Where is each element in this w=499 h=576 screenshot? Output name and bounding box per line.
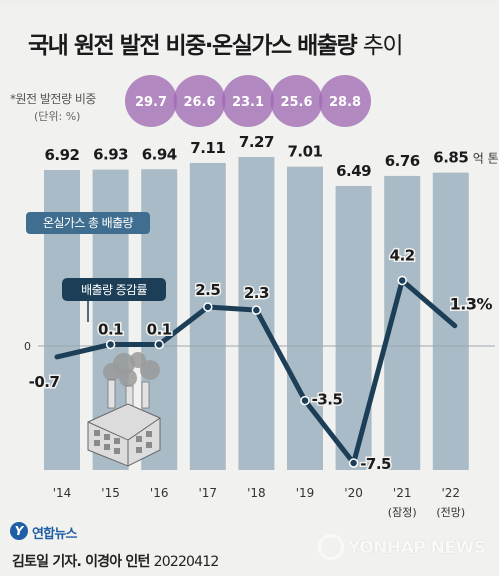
change-rate-point xyxy=(300,395,310,406)
x-tick-label: '18 xyxy=(247,486,266,500)
factory-window xyxy=(146,442,152,448)
line-legend-box xyxy=(62,278,166,301)
change-rate-label: 0.1 xyxy=(98,320,123,338)
emission-unit-label: 억 톤 xyxy=(473,152,499,166)
nuclear-share-value: 28.8 xyxy=(329,95,361,110)
change-rate-label: 0.1 xyxy=(147,320,172,338)
emission-value-label: 6.94 xyxy=(142,145,177,163)
smoke-puff xyxy=(140,360,160,380)
factory-window xyxy=(136,436,142,442)
nuclear-share-label: *원전 발전량 비중 xyxy=(10,92,96,106)
x-tick-label: '16 xyxy=(150,486,169,500)
factory-window xyxy=(114,438,120,444)
change-rate-label: 4.2 xyxy=(390,246,415,264)
factory-window xyxy=(136,447,142,453)
nuclear-share-circle xyxy=(319,75,371,127)
watermark-ring-icon xyxy=(318,534,344,560)
factory-window xyxy=(146,431,152,437)
emission-bar xyxy=(335,185,372,470)
top-strip xyxy=(0,0,499,6)
nuclear-share-value: 25.6 xyxy=(280,95,312,110)
change-rate-label: -0.7 xyxy=(29,373,60,391)
yonhap-logo-text: 연합뉴스 xyxy=(32,527,77,542)
x-tick-label: '17 xyxy=(199,486,218,500)
zero-tick-label: 0 xyxy=(24,340,31,353)
change-rate-label: -3.5 xyxy=(312,391,343,409)
nuclear-share-unit: (단위: %) xyxy=(34,110,81,123)
bar-legend-label: 온실가스 총 배출량 xyxy=(43,216,134,230)
change-rate-label: 1.3% xyxy=(450,295,493,314)
x-tick-label: '15 xyxy=(101,486,120,500)
nuclear-share-value: 26.6 xyxy=(183,95,215,110)
nuclear-share-circle xyxy=(222,75,274,127)
x-tick-label: '22 xyxy=(442,486,461,500)
credit-line: 김토일 기자. 이경아 인턴 20220412 xyxy=(12,551,220,571)
page-title: 국내 원전 발전 비중·온실가스 배출량 추이 xyxy=(28,26,404,60)
emission-value-label: 6.92 xyxy=(44,146,79,164)
x-tick-label: '19 xyxy=(296,486,315,500)
emission-value-label: 6.49 xyxy=(336,162,371,180)
nuclear-share-circle xyxy=(270,75,323,127)
factory-icon xyxy=(87,352,161,467)
credit-author: 김토일 기자. 이경아 인턴 xyxy=(12,554,150,570)
factory-window xyxy=(104,444,110,450)
nuclear-share-circle xyxy=(125,75,177,127)
x-tick-label: '21 xyxy=(393,486,412,500)
credit-date: 20220412 xyxy=(153,554,220,570)
change-rate-point xyxy=(251,305,262,315)
nuclear-share-value: 23.1 xyxy=(232,95,264,110)
title-main: 국내 원전 발전 비중·온실가스 배출량 xyxy=(28,33,358,59)
emission-value-label: 7.11 xyxy=(190,139,225,157)
change-rate-point xyxy=(203,302,213,312)
title-suffix: 추이 xyxy=(362,33,404,59)
factory-window xyxy=(104,434,110,440)
change-rate-label: 2.5 xyxy=(195,281,220,299)
smoke-puff xyxy=(119,369,137,387)
chimney xyxy=(141,381,150,409)
x-tick-note: (잠정) xyxy=(388,506,417,519)
change-rate-label: -7.5 xyxy=(360,455,391,473)
change-rate-label: 2.3 xyxy=(244,284,269,302)
factory-window xyxy=(114,448,120,454)
x-tick-note: (전망) xyxy=(436,506,465,519)
yonhap-logo-icon: Y xyxy=(10,522,28,540)
change-rate-point xyxy=(348,458,359,468)
factory-window xyxy=(94,440,100,446)
emission-value-label: 7.01 xyxy=(287,143,322,161)
watermark-text: YONHAP NEWS xyxy=(348,538,486,558)
change-rate-point xyxy=(397,275,407,286)
x-tick-label: '20 xyxy=(344,486,363,500)
nuclear-share-circle xyxy=(173,75,226,127)
chimney xyxy=(107,379,116,409)
line-legend-label: 배출량 증감률 xyxy=(81,283,147,297)
x-tick-label: '14 xyxy=(53,486,72,500)
emission-value-label: 6.85 xyxy=(433,149,468,167)
yonhap-logo: Y 연합뉴스 xyxy=(10,522,130,542)
emission-value-label: 7.27 xyxy=(239,133,274,151)
emission-value-label: 6.93 xyxy=(93,146,128,164)
change-rate-point xyxy=(154,339,164,350)
watermark: YONHAP NEWS xyxy=(318,534,494,564)
emission-bar xyxy=(287,166,323,470)
bar-legend-box xyxy=(26,212,150,234)
emission-value-label: 6.76 xyxy=(385,152,420,170)
factory-window xyxy=(94,430,100,436)
change-rate-point xyxy=(105,339,116,350)
nuclear-share-value: 29.7 xyxy=(135,95,167,110)
